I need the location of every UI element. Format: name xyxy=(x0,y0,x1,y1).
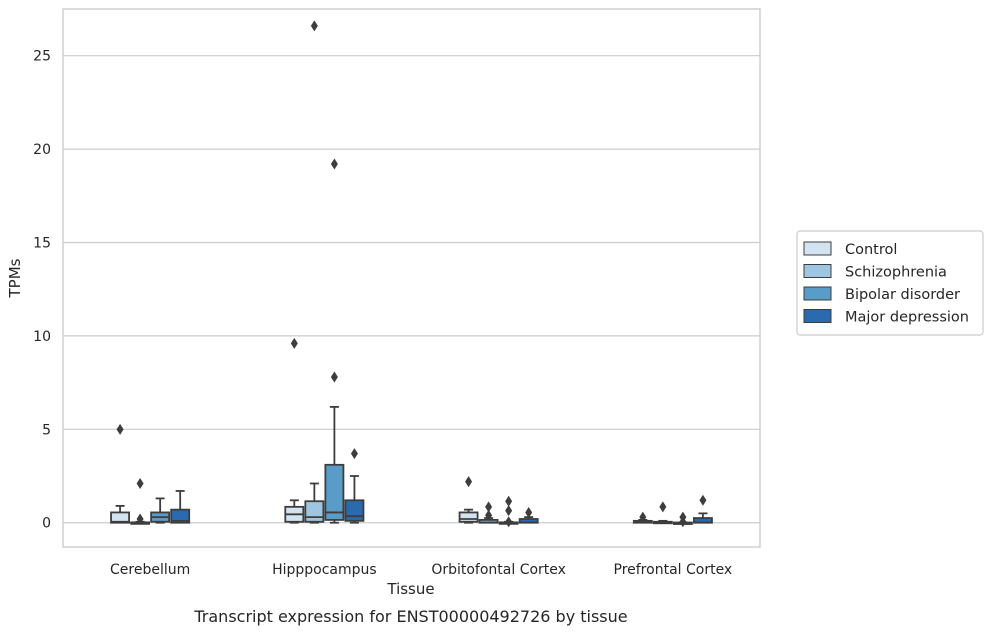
outlier-point xyxy=(679,516,687,528)
box-rect xyxy=(344,499,365,522)
box-control xyxy=(284,337,305,524)
outlier-point xyxy=(350,448,358,460)
outlier-point xyxy=(330,158,338,170)
box-bipolar-disorder xyxy=(498,495,519,528)
box-rect xyxy=(458,511,479,523)
legend-label: Schizophrenia xyxy=(845,265,947,281)
outlier-point xyxy=(310,20,318,32)
x-axis-ticks: Cerebellum Hipppocampus Orbitofontal Corte… xyxy=(110,562,732,578)
outlier-point xyxy=(136,513,144,525)
outlier-point xyxy=(136,477,144,489)
legend: Control Schizophrenia Bipolar disorder Majo… xyxy=(796,230,984,336)
box-bipolar-disorder xyxy=(672,511,693,528)
box-bipolar-disorder xyxy=(150,497,171,524)
box-major-depression xyxy=(693,494,713,524)
legend-swatch xyxy=(803,264,832,278)
box-major-depression xyxy=(344,448,365,524)
y-tick-label: 25 xyxy=(33,49,51,65)
box-bipolar-disorder xyxy=(324,158,345,524)
box-rect xyxy=(170,508,191,524)
outlier-point xyxy=(485,509,493,521)
legend-label: Bipolar disorder xyxy=(845,287,960,303)
box-schizophrenia xyxy=(130,477,151,525)
box-major-depression xyxy=(170,490,191,524)
outlier-point xyxy=(505,505,513,517)
outlier-point xyxy=(290,337,298,349)
outlier-point xyxy=(525,506,533,518)
box-control xyxy=(458,476,479,524)
x-tick-label: Orbitofontal Cortex xyxy=(431,562,566,578)
y-tick-label: 20 xyxy=(33,142,51,158)
y-axis-ticks: 0 5 10 15 20 25 xyxy=(33,49,51,532)
legend-swatch xyxy=(803,286,832,301)
outlier-point xyxy=(699,494,707,506)
legend-label: Control xyxy=(845,242,897,258)
box-rect xyxy=(304,500,325,523)
outlier-point xyxy=(659,501,667,513)
chart-caption: Transcript expression for ENST0000049272… xyxy=(193,607,627,626)
box-rect xyxy=(324,463,345,521)
outlier-point xyxy=(465,476,473,488)
box-schizophrenia xyxy=(478,501,499,524)
grid-lines xyxy=(63,55,760,524)
boxes-group xyxy=(110,20,713,528)
outlier-point xyxy=(505,495,513,507)
x-tick-label: Cerebellum xyxy=(110,562,190,578)
y-tick-label: 10 xyxy=(33,329,51,345)
box-major-depression xyxy=(518,506,539,524)
x-tick-label: Prefrontal Cortex xyxy=(614,562,733,578)
plot-frame xyxy=(62,8,761,548)
x-axis-label: Tissue xyxy=(386,580,434,598)
y-tick-label: 0 xyxy=(42,516,51,532)
outlier-point xyxy=(330,371,338,383)
legend-frame xyxy=(796,230,984,336)
box-schizophrenia xyxy=(304,20,325,524)
box-control xyxy=(110,423,130,524)
legend-swatch xyxy=(803,241,832,256)
box-control xyxy=(632,511,653,524)
y-tick-label: 5 xyxy=(42,422,51,438)
outlier-point xyxy=(485,501,493,513)
legend-swatch xyxy=(803,309,832,323)
outlier-point xyxy=(116,423,124,435)
y-axis-label: TPMs xyxy=(6,258,24,298)
outlier-point xyxy=(505,516,513,528)
outlier-point xyxy=(639,511,647,523)
box-schizophrenia xyxy=(652,501,673,525)
y-tick-label: 15 xyxy=(33,236,51,252)
x-tick-label: Hipppocampus xyxy=(272,562,377,578)
legend-label: Major depression xyxy=(845,310,969,326)
box-rect xyxy=(110,511,130,524)
